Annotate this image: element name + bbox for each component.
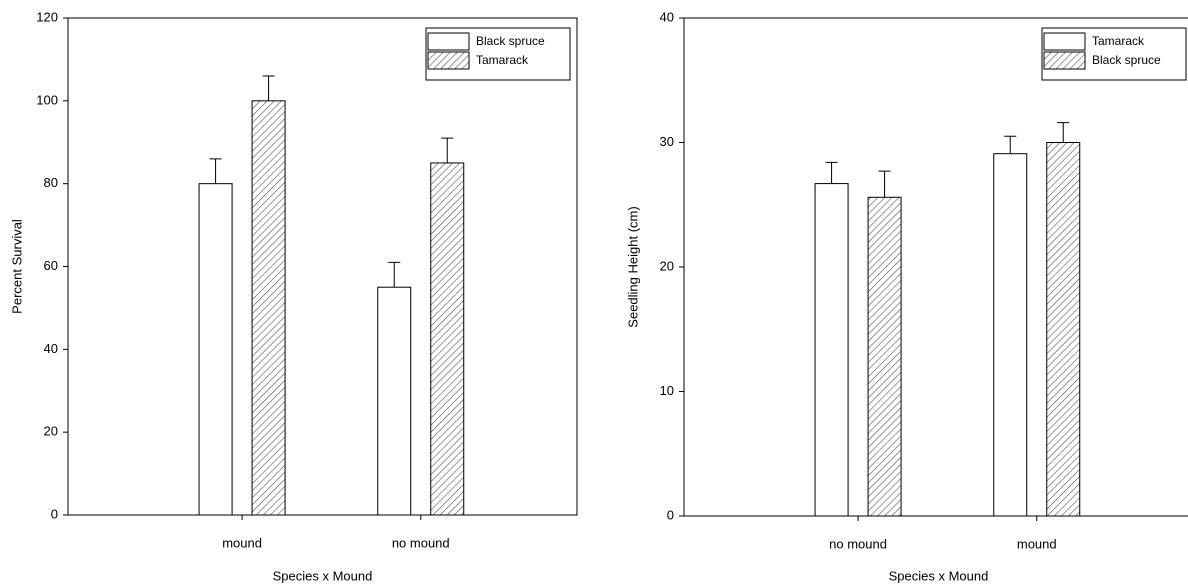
y-tick-label: 40 — [660, 9, 674, 24]
legend-label: Tamarack — [1092, 34, 1145, 48]
legend-label: Black spruce — [476, 34, 545, 48]
legend-swatch — [427, 32, 470, 51]
chart: 0 20 40 60 80 100 120 Percent Survival Species x… — [9, 9, 578, 583]
bar — [430, 162, 465, 516]
legend-label: Black spruce — [1092, 53, 1161, 67]
error-bar — [1057, 122, 1070, 143]
y-tick-label: 20 — [660, 258, 674, 273]
error-bar — [262, 75, 275, 101]
y-tick-label: 80 — [44, 175, 58, 190]
legend-swatch — [1043, 32, 1086, 51]
error-bar — [209, 158, 222, 184]
y-axis-label: Seedling Height (cm) — [625, 206, 640, 327]
bar — [814, 183, 849, 517]
y-tick-label: 60 — [44, 258, 58, 273]
bar — [198, 183, 233, 516]
bar — [251, 100, 286, 516]
error-bar — [388, 261, 401, 288]
y-axis-label: Percent Survival — [9, 219, 24, 314]
legend-swatch — [427, 51, 470, 70]
plot-frame — [683, 17, 1188, 517]
y-tick-label: 100 — [36, 92, 58, 107]
y-tick-label: 20 — [44, 424, 58, 439]
bar — [1046, 142, 1081, 517]
error-bar — [825, 161, 838, 184]
legend-swatch — [1043, 51, 1086, 70]
x-tick-label: mound — [222, 535, 262, 550]
error-bar — [441, 137, 454, 163]
x-tick-label: no mound — [829, 536, 887, 551]
y-tick-label: 40 — [44, 341, 58, 356]
y-tick-label: 120 — [36, 9, 58, 24]
x-tick-label: no mound — [392, 535, 450, 550]
bar — [993, 153, 1028, 517]
legend: Tamarack Black spruce — [1041, 27, 1187, 81]
bar — [377, 286, 412, 516]
y-tick-label: 0 — [667, 507, 674, 522]
y-tick-label: 10 — [660, 383, 674, 398]
x-axis-label: Species x Mound — [889, 568, 989, 583]
legend: Black spruce Tamarack — [425, 27, 571, 81]
legend-label: Tamarack — [476, 53, 529, 67]
x-tick-label: mound — [1017, 536, 1057, 551]
y-tick-label: 30 — [660, 134, 674, 149]
bar — [867, 196, 902, 517]
chart: 0 10 20 30 40 Seedling Height (cm) Species x M… — [625, 9, 1188, 583]
y-tick-label: 0 — [51, 506, 58, 521]
error-bar — [878, 170, 891, 198]
x-axis-label: Species x Mound — [273, 568, 373, 583]
error-bar — [1004, 135, 1017, 154]
plot-frame — [67, 17, 578, 516]
